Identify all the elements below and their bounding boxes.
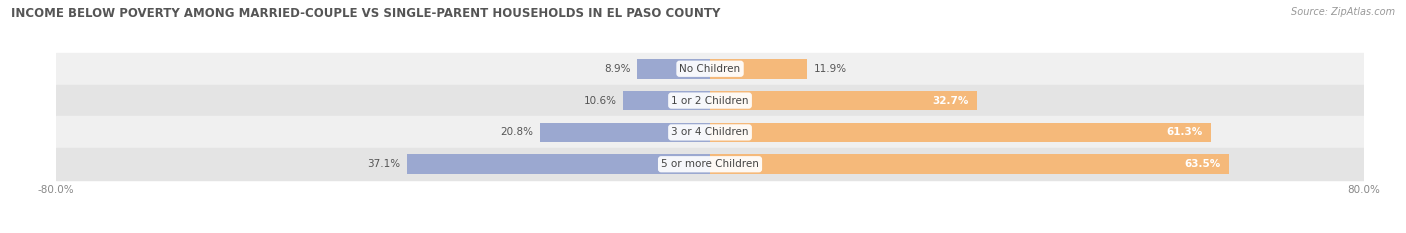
Bar: [56, 116, 1364, 148]
Text: 37.1%: 37.1%: [367, 159, 401, 169]
Text: No Children: No Children: [679, 64, 741, 74]
Text: 20.8%: 20.8%: [501, 127, 533, 137]
Text: 61.3%: 61.3%: [1167, 127, 1202, 137]
Text: 1 or 2 Children: 1 or 2 Children: [671, 96, 749, 106]
Bar: [710, 123, 1211, 142]
Text: 10.6%: 10.6%: [583, 96, 617, 106]
Bar: [710, 59, 807, 79]
Text: 3 or 4 Children: 3 or 4 Children: [671, 127, 749, 137]
Text: 63.5%: 63.5%: [1184, 159, 1220, 169]
Text: INCOME BELOW POVERTY AMONG MARRIED-COUPLE VS SINGLE-PARENT HOUSEHOLDS IN EL PASO: INCOME BELOW POVERTY AMONG MARRIED-COUPL…: [11, 7, 721, 20]
Bar: [540, 123, 710, 142]
Bar: [637, 59, 710, 79]
Bar: [56, 148, 1364, 180]
Bar: [56, 85, 1364, 116]
Bar: [406, 154, 710, 174]
Text: 8.9%: 8.9%: [605, 64, 631, 74]
Text: 32.7%: 32.7%: [932, 96, 969, 106]
Bar: [710, 91, 977, 110]
Bar: [56, 53, 1364, 85]
Text: 5 or more Children: 5 or more Children: [661, 159, 759, 169]
Bar: [623, 91, 710, 110]
Bar: [710, 154, 1229, 174]
Text: 11.9%: 11.9%: [814, 64, 846, 74]
Text: Source: ZipAtlas.com: Source: ZipAtlas.com: [1291, 7, 1395, 17]
